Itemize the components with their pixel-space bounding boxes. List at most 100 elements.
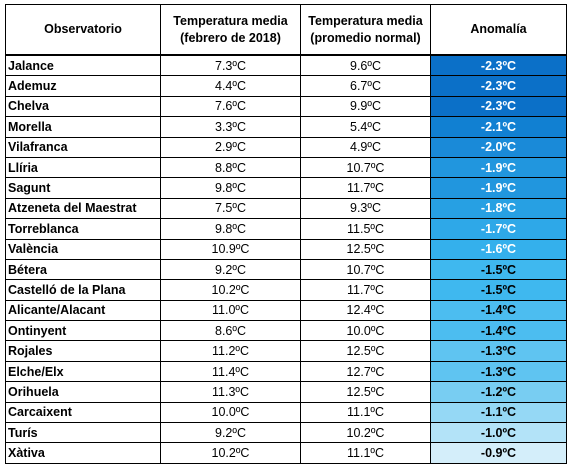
temp-normal-cell: 10.7ºC xyxy=(300,156,431,179)
anomaly-cell: -1.4ºC xyxy=(430,299,567,322)
anomaly-cell: -1.5ºC xyxy=(430,279,567,301)
observatory-name-cell: Carcaixent xyxy=(5,401,161,424)
anomaly-cell: -2.3ºC xyxy=(430,95,567,118)
temp-normal-cell: 9.3ºC xyxy=(300,197,431,220)
table-row: Chelva 7.6ºC 9.9ºC -2.3ºC xyxy=(5,95,567,118)
temp-normal-cell: 5.4ºC xyxy=(300,116,431,138)
temp-feb-cell: 11.2ºC xyxy=(160,340,301,362)
temp-feb-cell: 7.3ºC xyxy=(160,54,301,77)
observatory-name-cell: Xàtiva xyxy=(5,442,161,464)
table-row: Turís 9.2ºC 10.2ºC -1.0ºC xyxy=(5,422,567,444)
anomaly-cell: -1.7ºC xyxy=(430,218,567,240)
header-temp-normal-line1: Temperatura media xyxy=(308,13,423,28)
temp-feb-cell: 8.8ºC xyxy=(160,156,301,179)
observatory-name-cell: València xyxy=(5,238,161,260)
temp-feb-cell: 4.4ºC xyxy=(160,75,301,97)
temperature-anomaly-table: Observatorio Temperatura media (febrero … xyxy=(5,4,567,464)
temp-normal-cell: 11.1ºC xyxy=(300,442,431,464)
anomaly-cell: -1.6ºC xyxy=(430,238,567,260)
temp-feb-cell: 9.8ºC xyxy=(160,177,301,199)
table-row: Bétera 9.2ºC 10.7ºC -1.5ºC xyxy=(5,258,567,281)
header-observatorio-label: Observatorio xyxy=(44,22,122,36)
table-row: Alicante/Alacant 11.0ºC 12.4ºC -1.4ºC xyxy=(5,299,567,322)
anomaly-cell: -2.1ºC xyxy=(430,116,567,138)
header-anomalia-label: Anomalía xyxy=(470,22,527,36)
anomaly-cell: -0.9ºC xyxy=(430,442,567,464)
observatory-name-cell: Bétera xyxy=(5,258,161,281)
anomaly-cell: -1.5ºC xyxy=(430,258,567,281)
observatory-name-cell: Ademuz xyxy=(5,75,161,97)
temp-normal-cell: 12.5ºC xyxy=(300,340,431,362)
header-temp-normal: Temperatura media (promedio normal) xyxy=(300,4,431,56)
anomaly-cell: -1.1ºC xyxy=(430,401,567,424)
observatory-name-cell: Rojales xyxy=(5,340,161,362)
table-row: Torreblanca 9.8ºC 11.5ºC -1.7ºC xyxy=(5,218,567,240)
anomaly-cell: -1.4ºC xyxy=(430,320,567,342)
temp-feb-cell: 10.0ºC xyxy=(160,401,301,424)
temp-normal-cell: 9.6ºC xyxy=(300,54,431,77)
table-row: Xàtiva 10.2ºC 11.1ºC -0.9ºC xyxy=(5,442,567,464)
observatory-name-cell: Atzeneta del Maestrat xyxy=(5,197,161,220)
anomaly-cell: -2.0ºC xyxy=(430,136,567,158)
observatory-name-cell: Elche/Elx xyxy=(5,360,161,383)
anomaly-cell: -1.2ºC xyxy=(430,381,567,403)
temp-feb-cell: 3.3ºC xyxy=(160,116,301,138)
temp-feb-cell: 9.8ºC xyxy=(160,218,301,240)
temp-feb-cell: 10.2ºC xyxy=(160,279,301,301)
anomaly-cell: -1.9ºC xyxy=(430,177,567,199)
observatory-name-cell: Jalance xyxy=(5,54,161,77)
temp-normal-cell: 10.2ºC xyxy=(300,422,431,444)
temp-normal-cell: 12.5ºC xyxy=(300,238,431,260)
table-row: Atzeneta del Maestrat 7.5ºC 9.3ºC -1.8ºC xyxy=(5,197,567,220)
temp-normal-cell: 10.0ºC xyxy=(300,320,431,342)
anomaly-cell: -2.3ºC xyxy=(430,54,567,77)
table-row: Carcaixent 10.0ºC 11.1ºC -1.1ºC xyxy=(5,401,567,424)
temp-feb-cell: 11.4ºC xyxy=(160,360,301,383)
temp-feb-cell: 10.2ºC xyxy=(160,442,301,464)
temp-normal-cell: 11.5ºC xyxy=(300,218,431,240)
observatory-name-cell: Chelva xyxy=(5,95,161,118)
temp-normal-cell: 12.7ºC xyxy=(300,360,431,383)
temp-feb-cell: 11.3ºC xyxy=(160,381,301,403)
header-observatorio: Observatorio xyxy=(5,4,161,56)
temp-feb-cell: 8.6ºC xyxy=(160,320,301,342)
header-temp-feb: Temperatura media (febrero de 2018) xyxy=(160,4,301,56)
temp-feb-cell: 10.9ºC xyxy=(160,238,301,260)
header-anomalia: Anomalía xyxy=(430,4,567,56)
table-row: Llíria 8.8ºC 10.7ºC -1.9ºC xyxy=(5,156,567,179)
anomaly-cell: -1.9ºC xyxy=(430,156,567,179)
anomaly-cell: -1.3ºC xyxy=(430,340,567,362)
header-temp-normal-line2: (promedio normal) xyxy=(310,30,421,45)
observatory-name-cell: Torreblanca xyxy=(5,218,161,240)
observatory-name-cell: Alicante/Alacant xyxy=(5,299,161,322)
anomaly-cell: -2.3ºC xyxy=(430,75,567,97)
observatory-name-cell: Morella xyxy=(5,116,161,138)
table-row: Castelló de la Plana 10.2ºC 11.7ºC -1.5ºC xyxy=(5,279,567,301)
temp-feb-cell: 2.9ºC xyxy=(160,136,301,158)
temp-normal-cell: 10.7ºC xyxy=(300,258,431,281)
temp-feb-cell: 9.2ºC xyxy=(160,258,301,281)
temp-normal-cell: 4.9ºC xyxy=(300,136,431,158)
temp-normal-cell: 12.4ºC xyxy=(300,299,431,322)
observatory-name-cell: Castelló de la Plana xyxy=(5,279,161,301)
table-row: Rojales 11.2ºC 12.5ºC -1.3ºC xyxy=(5,340,567,362)
table-row: València 10.9ºC 12.5ºC -1.6ºC xyxy=(5,238,567,260)
temp-feb-cell: 11.0ºC xyxy=(160,299,301,322)
table-row: Orihuela 11.3ºC 12.5ºC -1.2ºC xyxy=(5,381,567,403)
observatory-name-cell: Sagunt xyxy=(5,177,161,199)
temp-feb-cell: 7.5ºC xyxy=(160,197,301,220)
observatory-name-cell: Vilafranca xyxy=(5,136,161,158)
observatory-name-cell: Llíria xyxy=(5,156,161,179)
table-row: Vilafranca 2.9ºC 4.9ºC -2.0ºC xyxy=(5,136,567,158)
temp-normal-cell: 11.7ºC xyxy=(300,177,431,199)
temp-feb-cell: 7.6ºC xyxy=(160,95,301,118)
temp-normal-cell: 6.7ºC xyxy=(300,75,431,97)
temp-normal-cell: 11.1ºC xyxy=(300,401,431,424)
header-temp-feb-line1: Temperatura media xyxy=(173,13,288,28)
table-row: Morella 3.3ºC 5.4ºC -2.1ºC xyxy=(5,116,567,138)
table-row: Sagunt 9.8ºC 11.7ºC -1.9ºC xyxy=(5,177,567,199)
anomaly-cell: -1.3ºC xyxy=(430,360,567,383)
anomaly-cell: -1.0ºC xyxy=(430,422,567,444)
temp-normal-cell: 12.5ºC xyxy=(300,381,431,403)
header-temp-feb-line2: (febrero de 2018) xyxy=(180,30,281,45)
